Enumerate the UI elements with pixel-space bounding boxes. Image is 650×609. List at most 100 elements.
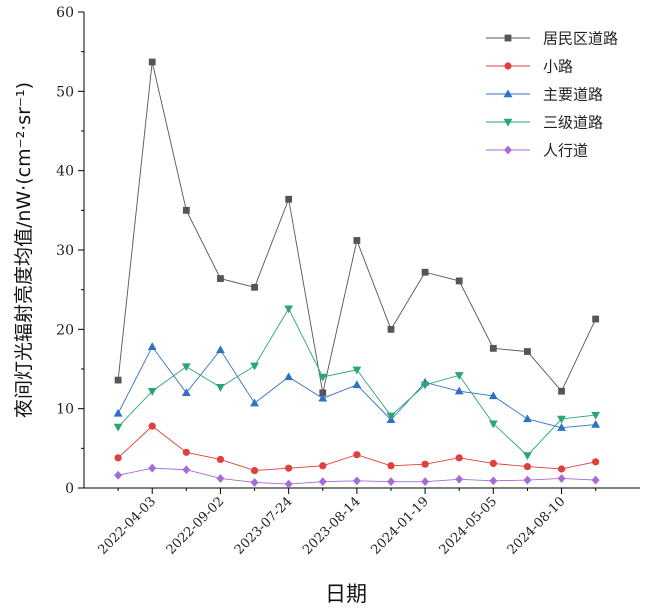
data-point	[387, 462, 395, 470]
y-tick-label: 40	[56, 164, 74, 180]
data-point	[420, 381, 430, 390]
data-point	[421, 460, 429, 468]
data-point	[216, 474, 225, 483]
y-tick-label: 0	[65, 481, 74, 497]
legend-marker	[504, 145, 512, 155]
x-tick-label: 2024-08-10	[505, 494, 569, 558]
data-point	[386, 412, 396, 421]
data-point	[353, 451, 361, 459]
data-point	[318, 373, 328, 382]
legend-label: 人行道	[543, 142, 588, 160]
data-point	[557, 465, 566, 473]
legend-marker	[504, 34, 512, 42]
data-point	[523, 414, 532, 423]
legend-item: 小路	[486, 58, 573, 76]
data-point	[489, 459, 497, 468]
data-point	[250, 466, 259, 475]
data-point	[182, 206, 190, 214]
data-point	[216, 345, 225, 354]
data-point	[250, 478, 259, 487]
data-point	[319, 462, 327, 470]
data-point	[353, 237, 361, 244]
legend-item: 居民区道路	[486, 30, 618, 48]
y-tick-label: 10	[56, 402, 74, 418]
data-point	[558, 387, 565, 395]
legend-item: 主要道路	[486, 86, 603, 104]
series-line	[117, 425, 596, 472]
data-point	[455, 454, 463, 462]
x-tick-label: 2024-01-19	[368, 494, 432, 558]
data-point	[524, 348, 531, 355]
data-point	[591, 475, 600, 485]
data-point	[284, 372, 294, 381]
data-point	[182, 465, 191, 475]
x-tick-label: 2023-08-14	[300, 494, 364, 558]
series-line	[117, 61, 597, 393]
legend-label: 小路	[543, 58, 573, 76]
data-point	[250, 362, 259, 371]
data-point	[454, 386, 464, 395]
legend-item: 人行道	[486, 142, 588, 160]
data-point	[147, 388, 157, 396]
data-point	[352, 380, 362, 389]
data-point	[251, 283, 258, 291]
data-point	[318, 393, 328, 402]
data-point	[421, 477, 430, 487]
data-point	[592, 315, 600, 323]
data-point	[114, 376, 122, 384]
data-point	[386, 477, 395, 487]
data-point	[592, 458, 600, 466]
data-point	[147, 342, 157, 350]
data-point	[454, 372, 464, 380]
data-point	[181, 388, 191, 396]
x-tick-label: 2023-07-24	[232, 494, 296, 558]
data-point	[523, 475, 532, 485]
data-point	[557, 474, 566, 483]
legend-label: 三级道路	[543, 114, 603, 132]
data-point	[216, 384, 225, 392]
legend-marker	[503, 118, 513, 127]
data-point	[113, 408, 123, 417]
data-point	[421, 268, 429, 276]
series-square	[114, 58, 600, 397]
y-tick-label: 20	[56, 322, 74, 338]
series-triangle-up	[113, 342, 601, 431]
data-point	[284, 305, 294, 314]
data-point	[217, 275, 224, 282]
data-point	[523, 452, 532, 461]
data-point	[489, 344, 497, 352]
data-point	[591, 411, 601, 420]
x-tick-label: 2024-05-05	[437, 494, 501, 558]
y-tick-label: 50	[56, 84, 74, 100]
data-point	[489, 476, 498, 486]
legend-marker	[504, 62, 512, 70]
legend-label: 居民区道路	[543, 30, 618, 48]
data-point	[148, 58, 156, 66]
data-point	[488, 420, 498, 429]
series-group	[113, 58, 601, 489]
legend-item: 三级道路	[486, 114, 603, 132]
data-point	[114, 470, 123, 480]
y-axis-title: 夜间灯光辐射亮度均值/nW·(cm⁻²·sr⁻¹)	[13, 82, 35, 418]
data-point	[455, 474, 464, 484]
series-diamond	[114, 463, 600, 489]
data-point	[557, 423, 566, 431]
x-axis-title: 日期	[325, 582, 367, 606]
data-point	[182, 448, 190, 456]
data-point	[387, 325, 395, 333]
x-tick-label: 2022-04-03	[95, 494, 159, 558]
data-point	[250, 398, 259, 407]
data-point	[319, 389, 327, 397]
y-tick-label: 60	[56, 5, 74, 21]
data-point	[352, 476, 361, 486]
data-point	[216, 455, 225, 464]
data-point	[113, 423, 123, 432]
x-tick-label: 2022-09-02	[164, 494, 228, 558]
legend-marker	[503, 89, 513, 98]
data-point	[318, 477, 327, 487]
data-point	[114, 454, 122, 462]
legend-label: 主要道路	[543, 86, 603, 104]
data-point	[285, 195, 293, 203]
